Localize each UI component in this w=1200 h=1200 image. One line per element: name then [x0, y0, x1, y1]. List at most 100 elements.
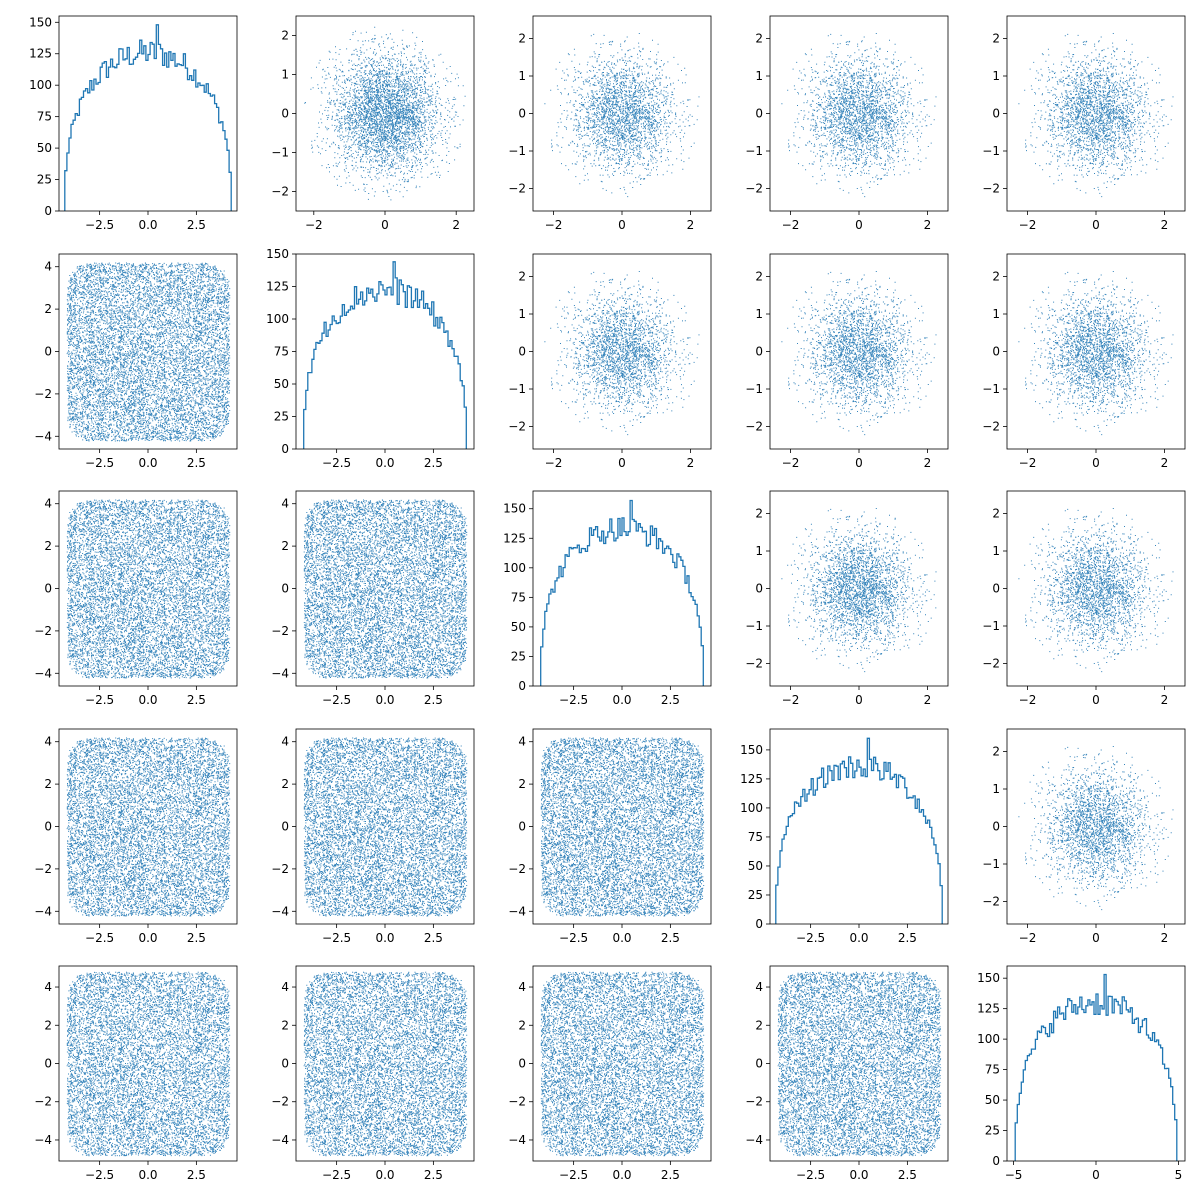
y-tick-label: 4: [518, 980, 526, 994]
histogram-steps: [64, 24, 232, 211]
y-tick-label: −2: [271, 862, 289, 876]
y-tick-label: −2: [34, 1095, 52, 1109]
y-tick-label: −1: [982, 619, 1000, 633]
y-tick-label: −2: [745, 657, 763, 671]
x-tick-label: −2: [545, 218, 563, 232]
panel-4-0: −2.5 0.0 2.5 −4 −2 0 2 4: [34, 965, 238, 1182]
y-tick-label: 25: [748, 888, 763, 902]
scatter-points: [304, 26, 466, 201]
x-tick-label: 2.5: [424, 693, 443, 707]
y-tick-label: 1: [755, 69, 763, 83]
histogram-steps: [303, 261, 467, 449]
y-tick-label: −2: [271, 185, 289, 199]
y-tick-label: 4: [281, 735, 289, 749]
y-tick-label: 50: [274, 377, 289, 391]
x-tick-label: −2: [305, 218, 323, 232]
scatter-points: [777, 971, 942, 1157]
y-tick-label: −2: [508, 862, 526, 876]
y-tick-label: 4: [44, 497, 52, 511]
y-tick-label: 2: [281, 29, 289, 43]
panel-3-4: −2 0 2 −2 −1 0 1 2: [982, 728, 1186, 945]
x-tick-label: −2: [1019, 456, 1037, 470]
y-tick-label: 4: [281, 497, 289, 511]
y-tick-label: 1: [518, 307, 526, 321]
panel-4-3: −2.5 0.0 2.5 −4 −2 0 2 4: [745, 965, 949, 1182]
x-tick-label: −2.5: [322, 931, 351, 945]
y-tick-label: 50: [985, 1093, 1000, 1107]
y-tick-label: 0: [281, 442, 289, 456]
x-tick-label: 2: [924, 218, 932, 232]
y-tick-label: 25: [274, 410, 289, 424]
x-tick-label: 2.5: [898, 931, 917, 945]
x-tick-label: 0: [855, 218, 863, 232]
x-tick-label: −2.5: [85, 1168, 114, 1182]
y-tick-label: −2: [982, 420, 1000, 434]
y-tick-label: 0: [44, 345, 52, 359]
y-tick-label: 1: [755, 307, 763, 321]
panel-3-3: −2.5 0.0 2.5 0 25 50 75 100 125 150: [740, 728, 949, 945]
scatter-points: [781, 271, 937, 436]
y-tick-label: 2: [755, 270, 763, 284]
x-tick-label: 0: [855, 693, 863, 707]
y-tick-label: 150: [29, 15, 52, 29]
y-tick-label: 25: [985, 1124, 1000, 1138]
panel-1-2: −2 0 2 −2 −1 0 1 2: [508, 253, 712, 470]
y-tick-label: −2: [508, 182, 526, 196]
x-tick-label: 2: [924, 693, 932, 707]
x-tick-label: −2: [782, 218, 800, 232]
y-tick-label: 100: [266, 312, 289, 326]
x-tick-label: 0: [855, 456, 863, 470]
x-tick-label: 0: [1092, 218, 1100, 232]
y-tick-label: 125: [29, 47, 52, 61]
panel-1-1: −2.5 0.0 2.5 0 25 50 75 100 125 150: [266, 247, 475, 470]
y-tick-label: 125: [503, 531, 526, 545]
y-tick-label: 0: [518, 820, 526, 834]
panel-0-4: −2 0 2 −2 −1 0 1 2: [982, 15, 1186, 232]
y-tick-label: 125: [740, 772, 763, 786]
x-tick-label: −5: [1005, 1168, 1023, 1182]
panel-0-0: −2.5 0.0 2.5 0 25 50 75 100 125 150: [29, 15, 238, 232]
x-tick-label: −2.5: [559, 1168, 588, 1182]
histogram-steps: [775, 737, 943, 924]
x-tick-label: 2: [1161, 931, 1169, 945]
y-tick-label: 2: [755, 32, 763, 46]
y-tick-label: 2: [44, 1018, 52, 1032]
y-tick-label: 0: [755, 917, 763, 931]
y-tick-label: 1: [992, 69, 1000, 83]
x-tick-label: 2: [924, 456, 932, 470]
x-tick-label: 2.5: [424, 1168, 443, 1182]
y-tick-label: 2: [44, 539, 52, 553]
y-tick-label: −1: [745, 144, 763, 158]
y-tick-label: 0: [518, 107, 526, 121]
scatter-points: [1018, 271, 1174, 436]
x-tick-label: −2: [1019, 693, 1037, 707]
y-tick-label: −4: [271, 904, 289, 918]
y-tick-label: 0: [755, 582, 763, 596]
x-tick-label: 2.5: [187, 218, 206, 232]
y-tick-label: 2: [992, 745, 1000, 759]
x-tick-label: −2: [782, 693, 800, 707]
y-tick-label: −4: [745, 1133, 763, 1147]
y-tick-label: 0: [518, 679, 526, 693]
panel-0-1: −2 0 2 −2 −1 0 1 2: [271, 15, 475, 232]
y-tick-label: 0: [281, 107, 289, 121]
x-tick-label: −2.5: [322, 693, 351, 707]
histogram-steps: [1014, 973, 1178, 1161]
y-tick-label: 100: [740, 801, 763, 815]
x-tick-label: 0: [1092, 1168, 1100, 1182]
panel-2-2: −2.5 0.0 2.5 0 25 50 75 100 125 150: [503, 490, 712, 707]
y-tick-label: −2: [982, 895, 1000, 909]
y-tick-label: 0: [755, 345, 763, 359]
x-tick-label: 2.5: [661, 931, 680, 945]
x-tick-label: 0: [1092, 931, 1100, 945]
y-tick-label: 0: [281, 1057, 289, 1071]
x-tick-label: −2: [782, 456, 800, 470]
y-tick-label: 0: [518, 345, 526, 359]
y-tick-label: −2: [34, 387, 52, 401]
y-tick-label: −2: [271, 624, 289, 638]
x-tick-label: −2.5: [796, 931, 825, 945]
x-tick-label: 0: [1092, 693, 1100, 707]
y-tick-label: −2: [982, 657, 1000, 671]
y-tick-label: 1: [755, 544, 763, 558]
